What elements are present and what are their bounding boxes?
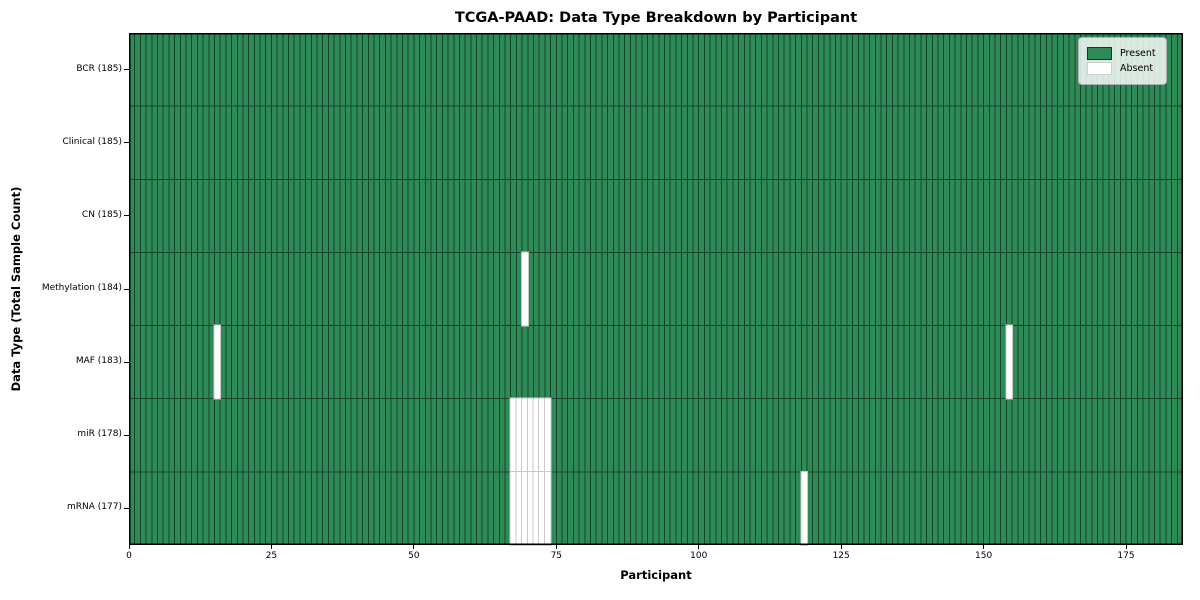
x-axis-tick-label: 50 — [408, 551, 420, 561]
y-axis-tick-label: Clinical (185) — [62, 136, 122, 147]
heatmap-plot — [129, 33, 1183, 546]
legend-label-present: Present — [1120, 48, 1156, 59]
y-axis-tick-label: miR (178) — [77, 429, 122, 440]
heatmap-canvas — [129, 33, 1183, 546]
x-axis-tick-label: 75 — [550, 551, 563, 561]
legend-entry-present: Present — [1087, 47, 1156, 60]
x-axis-tick — [698, 545, 700, 549]
absent-swatch-icon — [1087, 62, 1112, 75]
y-axis-tick-label: MAF (183) — [75, 356, 122, 367]
x-axis-tick-label: 25 — [265, 551, 278, 561]
x-axis-tick — [555, 545, 557, 549]
y-axis-tick-label: Methylation (184) — [41, 283, 122, 293]
y-axis-tick-label: CN (185) — [81, 209, 122, 220]
y-axis-tick-label: BCR (185) — [76, 63, 122, 74]
present-swatch-icon — [1087, 47, 1112, 60]
x-axis-tick-label: 100 — [690, 551, 708, 561]
x-axis-tick-label: 175 — [1117, 551, 1135, 561]
y-axis-tick — [124, 361, 129, 363]
legend-entry-absent: Absent — [1087, 62, 1156, 75]
x-axis-tick — [1125, 545, 1127, 549]
x-axis-tick-label: 150 — [975, 551, 993, 561]
x-axis-tick — [840, 545, 842, 549]
y-axis-tick — [124, 142, 129, 144]
x-axis-tick-label: 125 — [832, 551, 850, 561]
x-axis-tick — [128, 545, 130, 549]
legend-label-absent: Absent — [1120, 63, 1154, 74]
y-axis-tick — [124, 434, 129, 436]
y-axis-tick — [124, 215, 129, 217]
y-axis-tick — [124, 288, 129, 290]
chart-title: TCGA-PAAD: Data Type Breakdown by Partic… — [454, 10, 858, 26]
y-axis-tick — [124, 507, 129, 509]
x-axis-tick — [413, 545, 415, 549]
legend: Present Absent — [1078, 37, 1167, 85]
y-axis-tick-label: mRNA (177) — [67, 502, 122, 513]
x-axis-tick-label: 0 — [126, 551, 132, 561]
x-axis-title: Participant — [620, 568, 692, 582]
x-axis-tick — [983, 545, 985, 549]
x-axis-tick — [270, 545, 272, 549]
y-axis-tick — [124, 69, 129, 71]
